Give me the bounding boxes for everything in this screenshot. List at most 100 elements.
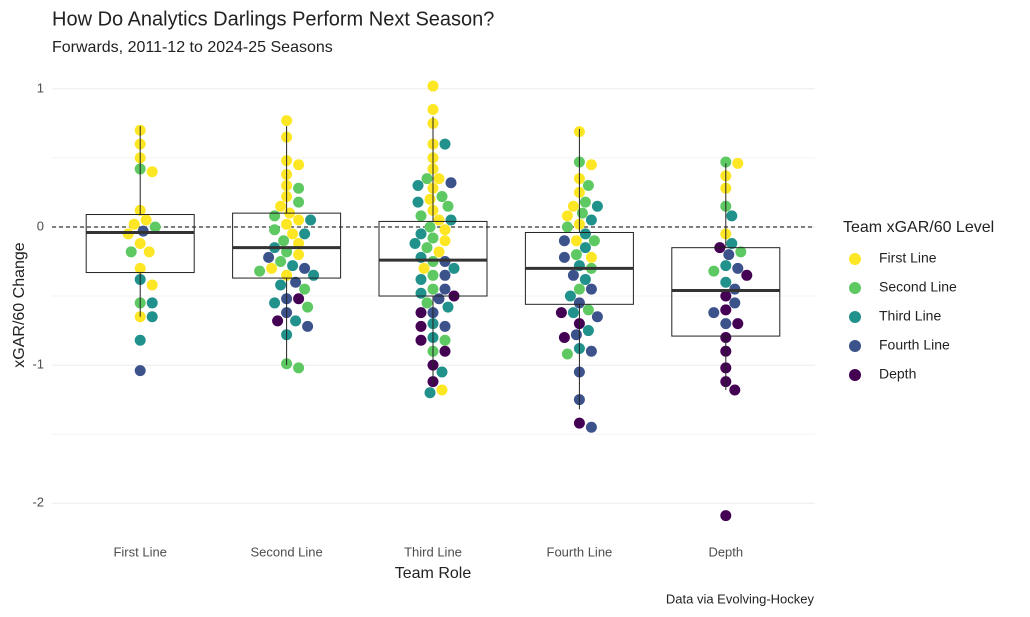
point <box>720 510 732 522</box>
point <box>146 166 158 178</box>
y-tick-label: 1 <box>37 80 44 95</box>
point <box>421 242 433 254</box>
point <box>591 200 603 212</box>
point <box>415 228 427 240</box>
point <box>415 334 427 346</box>
point <box>579 242 591 254</box>
point <box>412 180 424 192</box>
point <box>723 249 735 261</box>
point <box>720 260 732 272</box>
point <box>558 251 570 263</box>
legend-marker <box>849 282 861 294</box>
point <box>732 262 744 274</box>
point <box>293 159 305 171</box>
point <box>287 260 299 272</box>
point <box>278 235 290 247</box>
point <box>415 320 427 332</box>
point <box>567 200 579 212</box>
point <box>585 159 597 171</box>
point <box>442 200 454 212</box>
point <box>134 238 146 250</box>
x-axis-title: Team Role <box>395 565 472 582</box>
y-tick-label: -1 <box>32 357 44 372</box>
box <box>85 214 195 274</box>
point <box>442 301 454 313</box>
point <box>125 246 137 258</box>
legend-label: Fourth Line <box>879 337 950 353</box>
point <box>412 196 424 208</box>
point <box>582 325 594 337</box>
point <box>579 228 591 240</box>
point <box>436 366 448 378</box>
point <box>146 311 158 323</box>
point <box>570 235 582 247</box>
point <box>585 251 597 263</box>
point <box>726 210 738 222</box>
legend-marker <box>849 340 861 352</box>
point <box>735 246 747 258</box>
point <box>299 262 311 274</box>
legend-label: Third Line <box>879 308 941 324</box>
point <box>439 224 451 236</box>
point <box>576 207 588 219</box>
point <box>439 283 451 295</box>
point <box>272 315 284 327</box>
point <box>720 276 732 288</box>
point <box>436 384 448 396</box>
point <box>558 331 570 343</box>
point <box>561 210 573 222</box>
x-tick-label: Fourth Line <box>547 544 613 559</box>
legend-label: Second Line <box>879 279 957 295</box>
legend-marker <box>849 311 861 323</box>
point <box>439 334 451 346</box>
point <box>146 279 158 291</box>
point <box>427 80 439 92</box>
point <box>427 269 439 281</box>
point <box>726 238 738 250</box>
point <box>579 273 591 285</box>
point <box>421 173 433 185</box>
point <box>433 173 445 185</box>
point <box>290 315 302 327</box>
chart-subtitle: Forwards, 2011-12 to 2024-25 Seasons <box>52 39 333 56</box>
point <box>585 345 597 357</box>
point <box>299 283 311 295</box>
point <box>567 307 579 319</box>
point <box>275 255 287 267</box>
point <box>439 269 451 281</box>
point <box>418 262 430 274</box>
point <box>254 265 266 277</box>
point <box>732 318 744 330</box>
point <box>445 177 457 189</box>
x-tick-label: Third Line <box>404 544 462 559</box>
point <box>573 283 585 295</box>
point <box>588 235 600 247</box>
chart-title: How Do Analytics Darlings Perform Next S… <box>52 8 494 30</box>
point <box>415 307 427 319</box>
point <box>302 301 314 313</box>
legend-marker <box>849 253 861 265</box>
point <box>433 214 445 226</box>
point <box>720 290 732 302</box>
point <box>424 387 436 399</box>
legend-title: Team xGAR/60 Level <box>843 219 994 236</box>
point <box>561 221 573 233</box>
point <box>275 279 287 291</box>
point <box>564 290 576 302</box>
point <box>263 251 275 263</box>
point <box>561 348 573 360</box>
point <box>409 238 421 250</box>
point <box>708 265 720 277</box>
point <box>439 235 451 247</box>
point <box>585 214 597 226</box>
point <box>579 196 591 208</box>
box <box>232 212 342 279</box>
point <box>424 193 436 205</box>
point <box>299 228 311 240</box>
point <box>281 115 293 127</box>
point <box>558 235 570 247</box>
point <box>293 293 305 305</box>
point <box>570 249 582 261</box>
point <box>134 334 146 346</box>
point <box>582 304 594 316</box>
